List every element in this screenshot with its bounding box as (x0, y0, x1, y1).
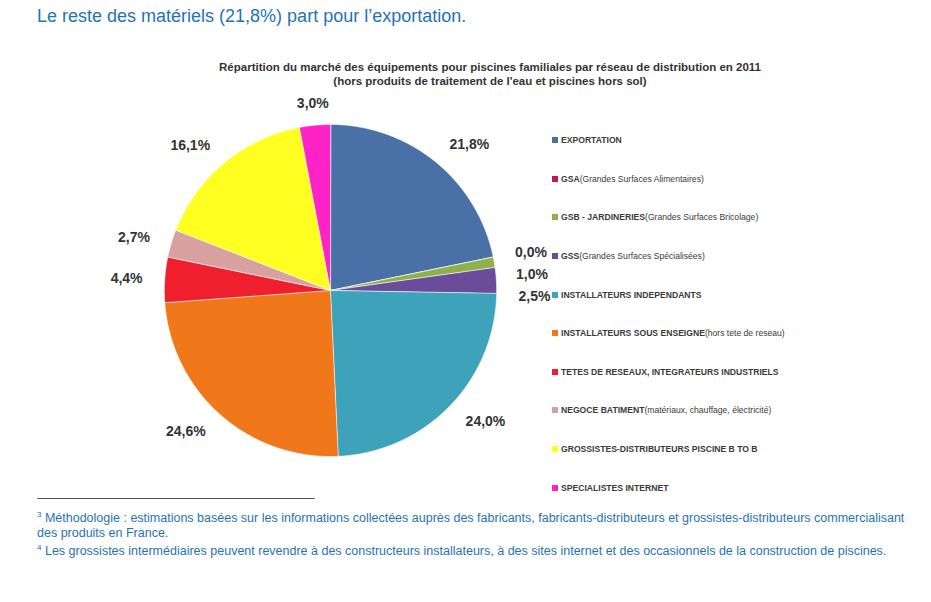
svg-text:3,0%: 3,0% (297, 95, 329, 111)
html-text:SPECIALISTES INTERNET: SPECIALISTES INTERNET (561, 482, 669, 493)
html-text:GROSSISTES-DISTRIBUTEURS PISCI: GROSSISTES-DISTRIBUTEURS PISCINE B TO B (561, 444, 758, 454)
html-text:(hors produits de traitement d: (hors produits de traitement de l'eau et… (333, 75, 647, 87)
svg-text:24,0%: 24,0% (466, 413, 506, 429)
svg-text:2,7%: 2,7% (118, 229, 150, 245)
html-text:GSS (Grandes Surfaces Spéciali: GSS (Grandes Surfaces Spécialisées) (561, 251, 705, 262)
html-text:GSA (Grandes Surfaces Alimenta: GSA (Grandes Surfaces Alimentaires) (561, 173, 704, 184)
svg-text:0,0%: 0,0% (515, 244, 547, 260)
html-text:3Méthodologie : estimations ba: 3Méthodologie : estimations basées sur l… (37, 510, 905, 540)
html-text:4Les grossistes intermédiaires: 4Les grossistes intermédiaires peuvent r… (37, 543, 887, 559)
html-text:Le reste des matériels (21,8%): Le reste des matériels (21,8%) part pour… (37, 6, 467, 26)
svg-text:1,0%: 1,0% (516, 266, 548, 282)
svg-text:2,5%: 2,5% (518, 288, 550, 304)
html-text:Répartition du marché des équi: Répartition du marché des équipements po… (219, 61, 761, 73)
svg-text:24,6%: 24,6% (166, 423, 206, 439)
html-text:EXPORTATION: EXPORTATION (561, 135, 622, 146)
svg-text:16,1%: 16,1% (170, 137, 210, 153)
html-text:INSTALLATEURS SOUS ENSEIGNE (h: INSTALLATEURS SOUS ENSEIGNE (hors tete d… (561, 328, 785, 339)
html-text:GSB - JARDINERIES (Grandes Sur: GSB - JARDINERIES (Grandes Surfaces Bric… (561, 212, 759, 223)
svg-text:4,4%: 4,4% (111, 270, 143, 286)
html-text:INSTALLATEURS INDEPENDANTS: INSTALLATEURS INDEPENDANTS (561, 289, 702, 300)
html-text:TETES DE RESEAUX, INTEGRATEURS: TETES DE RESEAUX, INTEGRATEURS INDUSTRIE… (561, 366, 779, 377)
html-text:NEGOCE BATIMENT (matériaux, ch: NEGOCE BATIMENT (matériaux, chauffage, é… (561, 405, 772, 416)
svg-text:21,8%: 21,8% (450, 136, 490, 152)
